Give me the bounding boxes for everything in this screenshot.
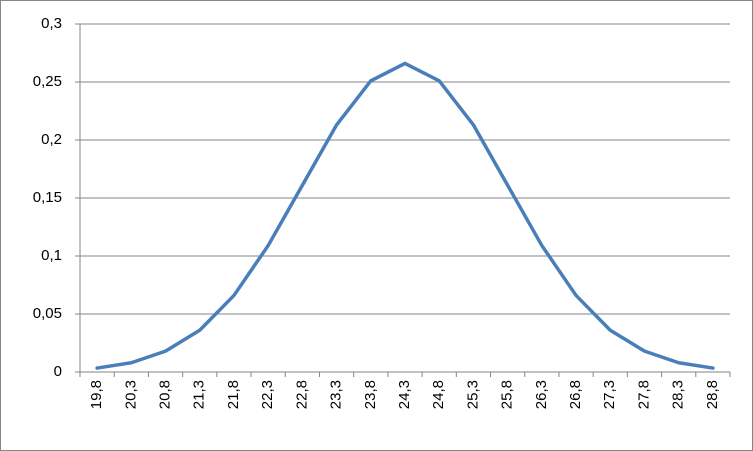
y-tick-label: 0,25	[33, 73, 62, 90]
x-tick-label: 26,3	[533, 380, 550, 409]
y-tick-label: 0	[54, 363, 62, 380]
x-tick-label: 22,8	[293, 380, 310, 409]
x-tick-label: 24,3	[396, 380, 413, 409]
x-tick-label: 22,3	[259, 380, 276, 409]
y-tick-label: 0,05	[33, 305, 62, 322]
y-tick-label: 0,2	[41, 131, 62, 148]
x-tick-label: 25,8	[499, 380, 516, 409]
x-tick-label: 19,8	[88, 380, 105, 409]
x-tick-label: 28,3	[670, 380, 687, 409]
x-tick-label: 21,8	[225, 380, 242, 409]
data-line	[95, 61, 715, 370]
x-tick-label: 25,3	[464, 380, 481, 409]
x-tick-label: 26,8	[567, 380, 584, 409]
x-tick-label: 20,8	[156, 380, 173, 409]
x-tick-label: 24,8	[430, 380, 447, 409]
x-tick-label: 27,8	[635, 380, 652, 409]
x-tick-label: 20,3	[122, 380, 139, 409]
x-tick-label: 23,3	[328, 380, 345, 409]
y-tick-label: 0,3	[41, 15, 62, 32]
x-tick-label: 28,8	[704, 380, 721, 409]
x-tick-label: 27,3	[601, 380, 618, 409]
y-tick-label: 0,15	[33, 189, 62, 206]
y-tick-label: 0,1	[41, 247, 62, 264]
x-tick-label: 21,3	[191, 380, 208, 409]
x-tick-label: 23,8	[362, 380, 379, 409]
